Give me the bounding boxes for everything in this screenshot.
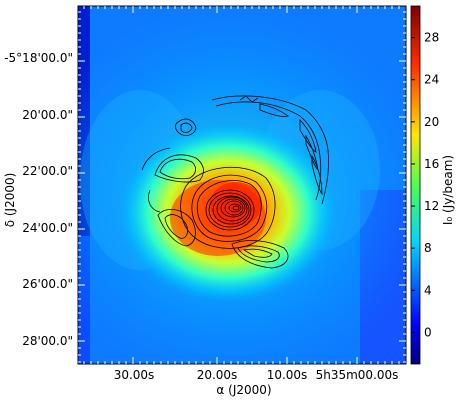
colorbar-label: I₀ (Jy/beam) — [441, 155, 455, 225]
y-tick-label: 24'00.0" — [22, 221, 73, 235]
colorbar-tick-label: 0 — [424, 325, 432, 339]
colorbar-tick-label: 8 — [424, 241, 432, 255]
colorbar-tick-label: 12 — [424, 199, 439, 213]
axis-ticks — [78, 6, 406, 364]
x-tick-label: 20.00s — [197, 368, 238, 382]
contour-lines — [141, 95, 329, 269]
heatmap-image — [78, 6, 406, 364]
x-tick-label: 5h35m00.00s — [316, 368, 399, 382]
plot-frame — [77, 5, 407, 365]
y-tick-labels: -5°18'00.0" 20'00.0" 22'00.0" 24'00.0" 2… — [4, 51, 73, 348]
colorbar — [410, 5, 421, 365]
x-tick-label: 30.00s — [114, 368, 155, 382]
y-tick-label: 28'00.0" — [22, 334, 73, 348]
y-axis-label: δ (J2000) — [3, 173, 17, 228]
y-tick-label: -5°18'00.0" — [4, 51, 73, 65]
y-tick-label: 22'00.0" — [22, 164, 73, 178]
x-axis-label: α (J2000) — [216, 383, 271, 397]
x-tick-labels: 30.00s 20.00s 10.00s 5h35m00.00s — [114, 368, 399, 382]
colorbar-tick-label: 24 — [424, 73, 439, 87]
x-tick-label: 10.00s — [267, 368, 308, 382]
colorbar-tick-label: 28 — [424, 31, 439, 45]
colorbar-tick-labels: 0 4 8 12 16 20 24 28 — [424, 31, 439, 340]
colorbar-tick-label: 20 — [424, 115, 439, 129]
y-tick-label: 20'00.0" — [22, 108, 73, 122]
colorbar-tick-label: 16 — [424, 157, 439, 171]
colorbar-tick-label: 4 — [424, 283, 432, 297]
y-tick-label: 26'00.0" — [22, 277, 73, 291]
colorbar-ticks — [411, 37, 415, 333]
